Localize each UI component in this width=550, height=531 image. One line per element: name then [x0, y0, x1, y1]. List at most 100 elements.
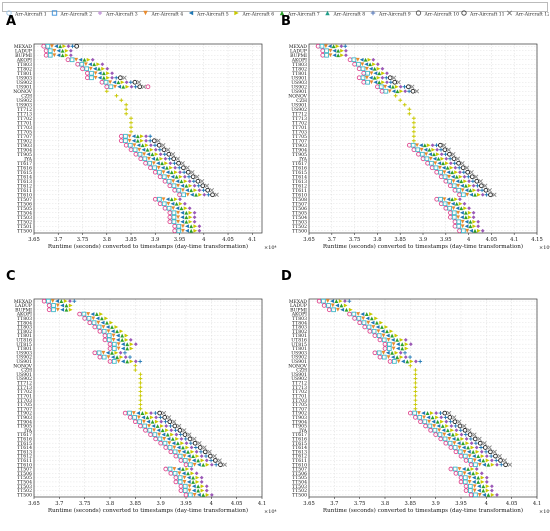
data-point [465, 192, 470, 197]
data-point [116, 342, 121, 347]
data-point [182, 483, 188, 489]
data-point [192, 215, 197, 220]
data-point [413, 385, 418, 390]
data-point [199, 179, 205, 184]
data-point [472, 219, 477, 224]
data-point [441, 161, 445, 166]
data-point [167, 445, 173, 450]
data-point [413, 381, 418, 385]
data-point [450, 428, 455, 433]
data-point [451, 156, 457, 162]
data-point [132, 79, 138, 85]
data-point [471, 215, 476, 220]
data-point [133, 84, 138, 89]
data-point [451, 214, 457, 220]
data-point [183, 179, 188, 184]
data-point [384, 75, 389, 80]
data-point [161, 410, 167, 416]
x-tick-label: 3.75 [354, 501, 366, 507]
x-tick-label: 4.1 [533, 501, 541, 507]
data-point [467, 179, 471, 184]
y-tick-label: TT502 [292, 224, 307, 230]
data-point [468, 219, 473, 224]
data-point [157, 410, 163, 416]
data-point [119, 355, 124, 360]
data-point [123, 350, 127, 355]
y-tick-label: AKOPI [291, 57, 307, 63]
data-point [181, 449, 186, 454]
data-point [417, 411, 421, 415]
data-point [472, 480, 476, 484]
data-point [110, 325, 114, 329]
data-point [437, 142, 443, 148]
data-point [428, 152, 432, 157]
data-point [442, 201, 448, 207]
data-point [436, 156, 441, 161]
data-point [122, 75, 127, 80]
data-point [334, 299, 339, 304]
data-point [174, 174, 179, 179]
data-point [188, 183, 193, 188]
panel-label: C [6, 269, 16, 284]
y-tick-label: TT803 [292, 62, 307, 68]
data-point [114, 93, 119, 98]
y-tick-label: TT701 [17, 393, 32, 399]
data-point [93, 71, 98, 76]
data-point [484, 192, 489, 197]
y-tick-label: TT712 [17, 107, 32, 113]
data-point [172, 449, 178, 455]
data-point [122, 410, 128, 416]
data-point [146, 419, 151, 424]
data-point [56, 53, 61, 58]
data-point [426, 415, 431, 420]
data-point [485, 488, 490, 493]
data-point [453, 165, 458, 170]
x-tick-label: 4.05 [222, 237, 234, 243]
data-point [171, 210, 177, 216]
data-point [189, 445, 194, 450]
y-tick-label: TT612 [17, 454, 32, 460]
data-point [101, 350, 106, 355]
data-point [132, 415, 137, 420]
legend-entry: Arr-Aircraft 1 [14, 11, 47, 17]
y-tick-label: CZH [296, 98, 307, 104]
data-point [162, 436, 167, 441]
legend-entry: Arr-Aircraft 9 [378, 11, 411, 17]
data-point [321, 303, 327, 308]
data-point [449, 165, 454, 170]
data-point [340, 307, 345, 312]
legend-marker-icon [506, 10, 513, 16]
data-point [475, 471, 480, 476]
data-point [484, 454, 489, 459]
data-point [468, 492, 474, 498]
y-tick-label: TT503 [17, 484, 32, 490]
data-point [445, 424, 449, 428]
data-point [400, 342, 405, 347]
y-tick-label: TT801 [17, 346, 32, 352]
data-point [390, 350, 394, 355]
data-point [380, 325, 384, 329]
data-point [129, 125, 133, 130]
data-point [381, 333, 386, 338]
data-point [400, 346, 405, 351]
data-point [86, 312, 91, 316]
data-point [460, 183, 464, 188]
data-point [191, 480, 195, 484]
data-point [442, 147, 448, 153]
data-point [56, 48, 61, 53]
data-point [485, 458, 490, 463]
data-point [454, 197, 458, 202]
data-point [394, 350, 399, 355]
data-point [110, 75, 115, 80]
data-point [204, 458, 209, 463]
data-point [427, 147, 432, 152]
data-point [347, 311, 352, 317]
data-point [133, 368, 138, 372]
y-tick-label: US902 [16, 80, 32, 86]
data-point [110, 329, 115, 334]
data-point [151, 161, 156, 166]
data-point [171, 206, 176, 211]
x-tick-label: 3.65 [28, 501, 40, 507]
data-point [352, 316, 357, 321]
data-point [362, 324, 368, 330]
